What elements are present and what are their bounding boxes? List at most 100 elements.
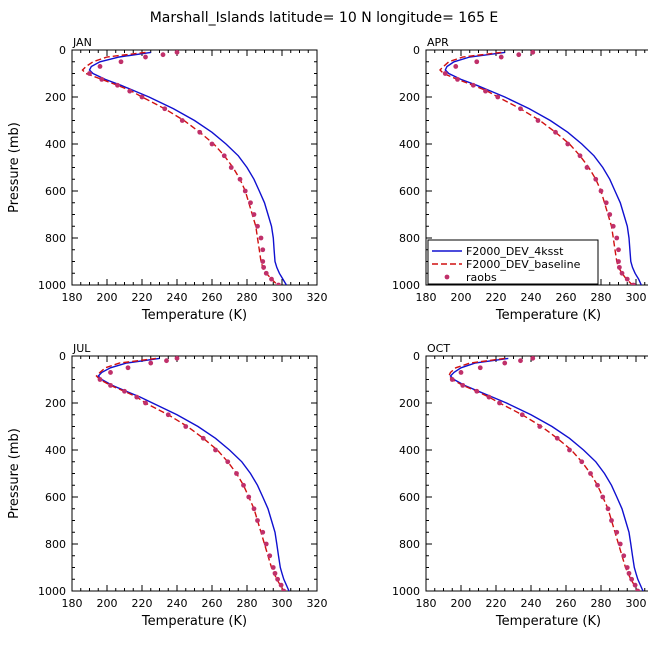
raobs-point: [164, 358, 169, 364]
raobs-point: [122, 388, 127, 394]
raobs-point: [228, 165, 234, 170]
raobs-point: [272, 570, 278, 576]
raobs-point: [248, 200, 253, 206]
y-tick-label: 800: [45, 232, 66, 245]
raobs-point: [179, 118, 185, 123]
raobs-point: [498, 54, 504, 60]
raobs-point: [600, 494, 606, 500]
x-tick-label: 220: [132, 597, 153, 610]
raobs-point: [474, 59, 480, 65]
series-line-f2000-dev-4ksst: [444, 51, 642, 285]
raobs-point: [502, 360, 508, 366]
legend-label: F2000_DEV_4ksst: [466, 245, 564, 258]
series-line-f2000-dev-baseline: [81, 51, 279, 285]
x-tick-label: 240: [521, 291, 542, 304]
x-tick-label: 300: [272, 597, 293, 610]
x-tick-label: 240: [167, 291, 188, 304]
raobs-point: [595, 482, 600, 488]
raobs-point: [624, 565, 630, 570]
raobs-point: [626, 570, 632, 576]
raobs-point: [605, 506, 611, 512]
raobs-point: [460, 382, 466, 388]
x-tick-label: 220: [486, 597, 507, 610]
series-line-f2000-dev-baseline: [95, 357, 285, 591]
legend-box: [427, 239, 599, 285]
raobs-point: [165, 412, 171, 418]
y-tick-label: 0: [413, 350, 420, 363]
raobs-point: [635, 588, 641, 591]
raobs-point: [267, 553, 273, 559]
raobs-point: [270, 565, 276, 570]
raobs-point: [278, 582, 284, 588]
raobs-point: [237, 176, 243, 182]
panel-jul: JUL 180 200 220 240 260 280 300 320 0 200 400 600 800…: [7, 342, 328, 629]
plot-frame: [71, 49, 318, 286]
raobs-point: [458, 370, 464, 375]
raobs-point: [275, 576, 281, 582]
y-tick-label: 1000: [392, 585, 420, 598]
x-tick-label: 240: [167, 597, 188, 610]
raobs-point: [584, 165, 590, 170]
raobs-point: [567, 447, 572, 453]
raobs-point: [630, 282, 636, 285]
y-tick-label: 600: [45, 185, 66, 198]
raobs-point: [134, 394, 140, 400]
panels-group: JAN 180 200 220 240 260 280 300 320 0 200 400 600 800…: [7, 36, 648, 629]
raobs-point: [258, 235, 264, 241]
y-tick-label: 1000: [392, 279, 420, 292]
x-tick-label: 240: [521, 597, 542, 610]
panel-jan: JAN 180 200 220 240 260 280 300 320 0 200 400 600 800…: [7, 36, 328, 323]
raobs-point: [474, 388, 480, 394]
raobs-point: [477, 365, 483, 371]
raobs-point: [251, 212, 257, 217]
series-line-f2000-dev-4ksst: [88, 51, 288, 285]
raobs-point: [174, 356, 180, 361]
raobs-point: [200, 435, 206, 441]
plot-frame: [425, 355, 648, 592]
raobs-point: [139, 94, 145, 100]
raobs-point: [495, 94, 501, 100]
raobs-point: [632, 582, 638, 588]
plot-frame: [71, 355, 318, 592]
data-layer: [439, 50, 642, 285]
x-tick-label: 320: [307, 597, 328, 610]
raobs-point: [160, 52, 166, 58]
raobs-point: [621, 553, 627, 559]
x-tick-label: 260: [556, 291, 577, 304]
x-tick-label: 220: [132, 291, 153, 304]
raobs-point: [593, 176, 599, 182]
raobs-point: [251, 506, 257, 512]
raobs-point: [486, 394, 492, 400]
raobs-point: [162, 106, 168, 112]
y-axis-label: Pressure (mb): [7, 428, 22, 519]
y-tick-label: 0: [413, 44, 420, 57]
y-tick-label: 800: [399, 538, 420, 551]
figure-title: Marshall_Islands latitude= 10 N longitud…: [150, 10, 499, 26]
raobs-point: [260, 247, 266, 253]
y-tick-label: 200: [45, 397, 66, 410]
y-tick-label: 0: [59, 350, 66, 363]
y-tick-label: 0: [59, 44, 66, 57]
raobs-point: [276, 282, 281, 285]
y-tick-label: 200: [399, 397, 420, 410]
raobs-point: [565, 141, 571, 147]
raobs-point: [449, 377, 455, 382]
x-axis-label: Temperature (K): [495, 308, 601, 323]
raobs-point: [209, 141, 215, 147]
x-tick-label: 260: [202, 291, 223, 304]
raobs-point: [518, 106, 523, 112]
raobs-point: [221, 153, 227, 159]
raobs-point: [87, 71, 92, 76]
raobs-point: [143, 54, 148, 60]
raobs-point: [616, 259, 621, 264]
raobs-point: [603, 200, 609, 206]
raobs-point: [108, 382, 113, 388]
raobs-point: [516, 52, 522, 58]
raobs-point: [619, 270, 625, 276]
legend-label: raobs: [466, 271, 497, 284]
raobs-point: [261, 264, 267, 270]
y-tick-label: 600: [399, 185, 420, 198]
raobs-point: [213, 447, 218, 453]
x-tick-label: 300: [626, 291, 647, 304]
